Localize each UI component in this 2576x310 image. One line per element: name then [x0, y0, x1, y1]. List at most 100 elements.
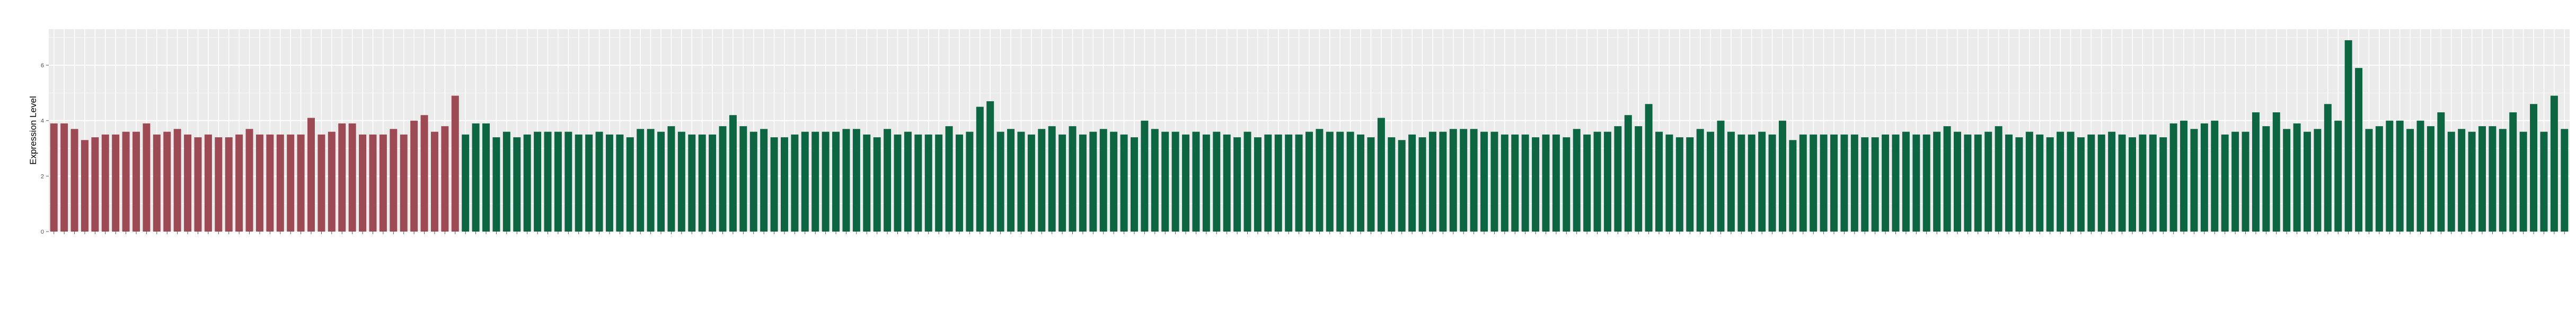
- bar: [1665, 134, 1673, 232]
- bar: [1007, 129, 1015, 232]
- bar: [914, 134, 922, 232]
- bar: [1079, 134, 1087, 232]
- bar: [2365, 129, 2373, 232]
- bar: [2519, 131, 2527, 232]
- bar: [1038, 129, 1046, 232]
- bar: [2067, 131, 2075, 232]
- bar: [904, 131, 912, 232]
- bar: [894, 134, 902, 232]
- bar: [420, 115, 428, 232]
- bar: [719, 126, 727, 232]
- bar: [451, 95, 459, 232]
- bar: [1696, 129, 1704, 232]
- bar: [2262, 126, 2270, 232]
- bar: [81, 140, 89, 232]
- bar: [1686, 137, 1694, 232]
- bar: [410, 120, 418, 232]
- bar: [1192, 131, 1200, 232]
- bar: [1953, 131, 1961, 232]
- bar: [1480, 131, 1488, 232]
- bar: [2025, 131, 2033, 232]
- bar: [1737, 134, 1745, 232]
- bar: [976, 107, 984, 232]
- bar: [1768, 134, 1776, 232]
- bar: [1202, 134, 1210, 232]
- bar: [2057, 131, 2065, 232]
- bar: [677, 131, 685, 232]
- bar: [709, 134, 717, 232]
- bar: [811, 131, 819, 232]
- bar: [1675, 137, 1683, 232]
- bar: [647, 129, 655, 232]
- bar: [1326, 131, 1334, 232]
- bar: [770, 137, 778, 232]
- bar: [1243, 131, 1251, 232]
- bar: [1984, 131, 1992, 232]
- bar: [1336, 131, 1344, 232]
- bar: [287, 134, 295, 232]
- bar: [729, 115, 737, 232]
- y-tick-label: 4: [41, 118, 44, 125]
- bar: [945, 126, 953, 232]
- bar: [2334, 120, 2342, 232]
- bar: [2046, 137, 2054, 232]
- bar: [1603, 131, 1611, 232]
- bar: [760, 129, 768, 232]
- bar: [1758, 131, 1766, 232]
- bar: [255, 134, 263, 232]
- bar: [1264, 134, 1272, 232]
- bar: [1912, 134, 1920, 232]
- bar: [1110, 131, 1118, 232]
- bar: [1418, 137, 1426, 232]
- bar: [1408, 134, 1416, 232]
- bar: [184, 134, 192, 232]
- bar: [2242, 131, 2249, 232]
- bar: [1141, 120, 1149, 232]
- bar: [1882, 134, 1890, 232]
- bar: [502, 131, 510, 232]
- bar: [1171, 131, 1179, 232]
- bar: [307, 118, 315, 232]
- bar: [595, 131, 603, 232]
- bar: [1861, 137, 1869, 232]
- y-axis-label: Expression Level: [28, 96, 38, 164]
- bar: [832, 131, 840, 232]
- bar: [1285, 134, 1293, 232]
- bar: [986, 101, 994, 232]
- bar: [2149, 134, 2157, 232]
- bar: [585, 134, 593, 232]
- bar: [1892, 134, 1900, 232]
- bar: [215, 137, 223, 232]
- bar: [1624, 115, 1632, 232]
- bar: [1069, 126, 1077, 232]
- bar: [1470, 129, 1478, 232]
- bar: [2303, 131, 2311, 232]
- bar: [441, 126, 449, 232]
- bar: [2159, 137, 2167, 232]
- bar: [1367, 137, 1375, 232]
- bar: [667, 126, 675, 232]
- bar: [1501, 134, 1508, 232]
- bar: [575, 134, 583, 232]
- bar: [513, 137, 521, 232]
- bar: [2540, 131, 2548, 232]
- bar: [1017, 131, 1025, 232]
- bar: [739, 126, 747, 232]
- bar: [791, 134, 799, 232]
- bar: [1274, 134, 1282, 232]
- bar: [935, 134, 943, 232]
- bar: [1778, 120, 1786, 232]
- bar: [863, 134, 871, 232]
- bar: [1511, 134, 1519, 232]
- bar: [1151, 129, 1159, 232]
- bar: [749, 131, 757, 232]
- bar: [1850, 134, 1858, 232]
- bar: [2169, 123, 2177, 232]
- bar: [153, 134, 161, 232]
- bar: [605, 134, 613, 232]
- bar: [534, 131, 542, 232]
- bar: [523, 134, 531, 232]
- bar: [1398, 140, 1406, 232]
- bar: [822, 131, 830, 232]
